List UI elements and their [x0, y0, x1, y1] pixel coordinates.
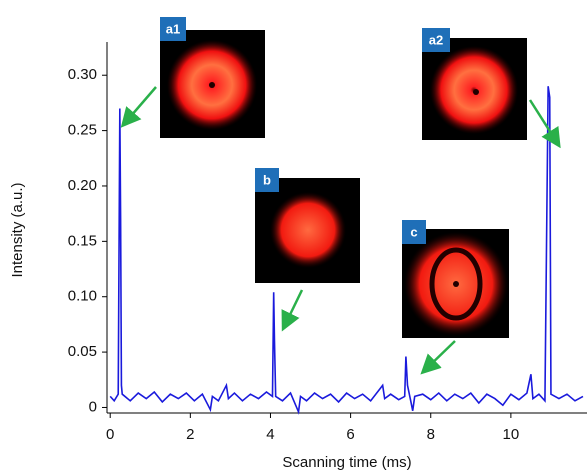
inset-label: a1 [166, 21, 180, 36]
inset-label: c [410, 224, 417, 239]
inset-label: a2 [429, 32, 443, 47]
x-axis-title: Scanning time (ms) [282, 454, 411, 471]
y-tick-label: 0.30 [68, 66, 97, 83]
x-tick-label: 4 [266, 426, 274, 443]
y-axis-title: Intensity (a.u.) [9, 182, 26, 277]
inset-a2: a2 [422, 28, 527, 140]
y-tick-label: 0.15 [68, 232, 97, 249]
inset-c: c [402, 220, 509, 338]
y-tick-label: 0.10 [68, 288, 97, 305]
y-tick-label: 0 [89, 398, 97, 415]
y-tick-label: 0.20 [68, 177, 97, 194]
y-tick-label: 0.25 [68, 122, 97, 139]
y-tick-label: 0.05 [68, 343, 97, 360]
x-tick-label: 0 [106, 426, 114, 443]
inset-label: b [263, 172, 271, 187]
x-tick-label: 2 [186, 426, 194, 443]
inset-a1: a1 [160, 17, 265, 138]
x-tick-label: 6 [346, 426, 354, 443]
x-tick-label: 8 [427, 426, 435, 443]
chart: 0 0.05 0.10 0.15 0.20 0.25 0.30 0 2 4 6 8 10 Scannin… [0, 0, 587, 472]
x-tick-label: 10 [503, 426, 520, 443]
inset-b: b [255, 168, 360, 283]
